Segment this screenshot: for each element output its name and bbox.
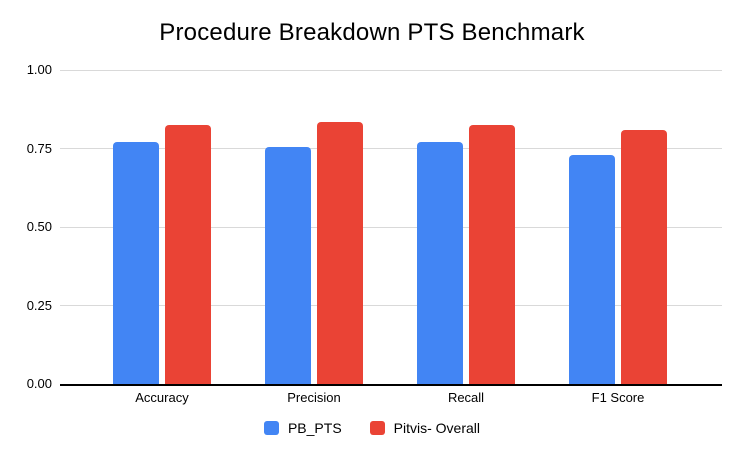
y-axis-tick-label: 0.75	[26, 140, 52, 156]
x-axis-category-label: Recall	[447, 390, 485, 405]
y-axis-tick-label: 1.00	[26, 62, 52, 77]
legend-item-pb-pts: PB_PTS	[263, 420, 342, 436]
legend-swatch-icon	[369, 421, 385, 435]
bar-pb-pts-f1-score	[569, 154, 615, 384]
bar-pitvis-overall-precision	[317, 121, 363, 384]
y-axis-tick-label: 0.50	[26, 219, 52, 234]
y-axis-tick-label: 0.25	[26, 297, 52, 313]
x-axis-category-label: F1 Score	[591, 390, 645, 405]
chart-title: Procedure Breakdown PTS Benchmark	[159, 19, 585, 46]
bar-pb-pts-recall	[417, 142, 463, 384]
x-axis-line	[60, 384, 722, 386]
legend-label: Pitvis- Overall	[393, 420, 481, 436]
bar-pb-pts-accuracy	[113, 142, 159, 384]
legend-label: PB_PTS	[287, 420, 342, 436]
x-axis-category-label: Precision	[287, 390, 341, 405]
x-axis-category-label: Accuracy	[135, 390, 189, 405]
bar-pb-pts-precision	[265, 146, 311, 384]
legend: PB_PTS Pitvis- Overall	[0, 420, 744, 436]
legend-item-pitvis-overall: Pitvis- Overall	[369, 420, 481, 436]
gridline	[60, 69, 722, 71]
bar-pitvis-overall-f1-score	[621, 129, 667, 384]
legend-swatch-icon	[263, 421, 279, 435]
bar-pitvis-overall-recall	[469, 124, 515, 384]
bar-pitvis-overall-accuracy	[165, 124, 211, 384]
y-axis-tick-label: 0.00	[26, 376, 52, 391]
